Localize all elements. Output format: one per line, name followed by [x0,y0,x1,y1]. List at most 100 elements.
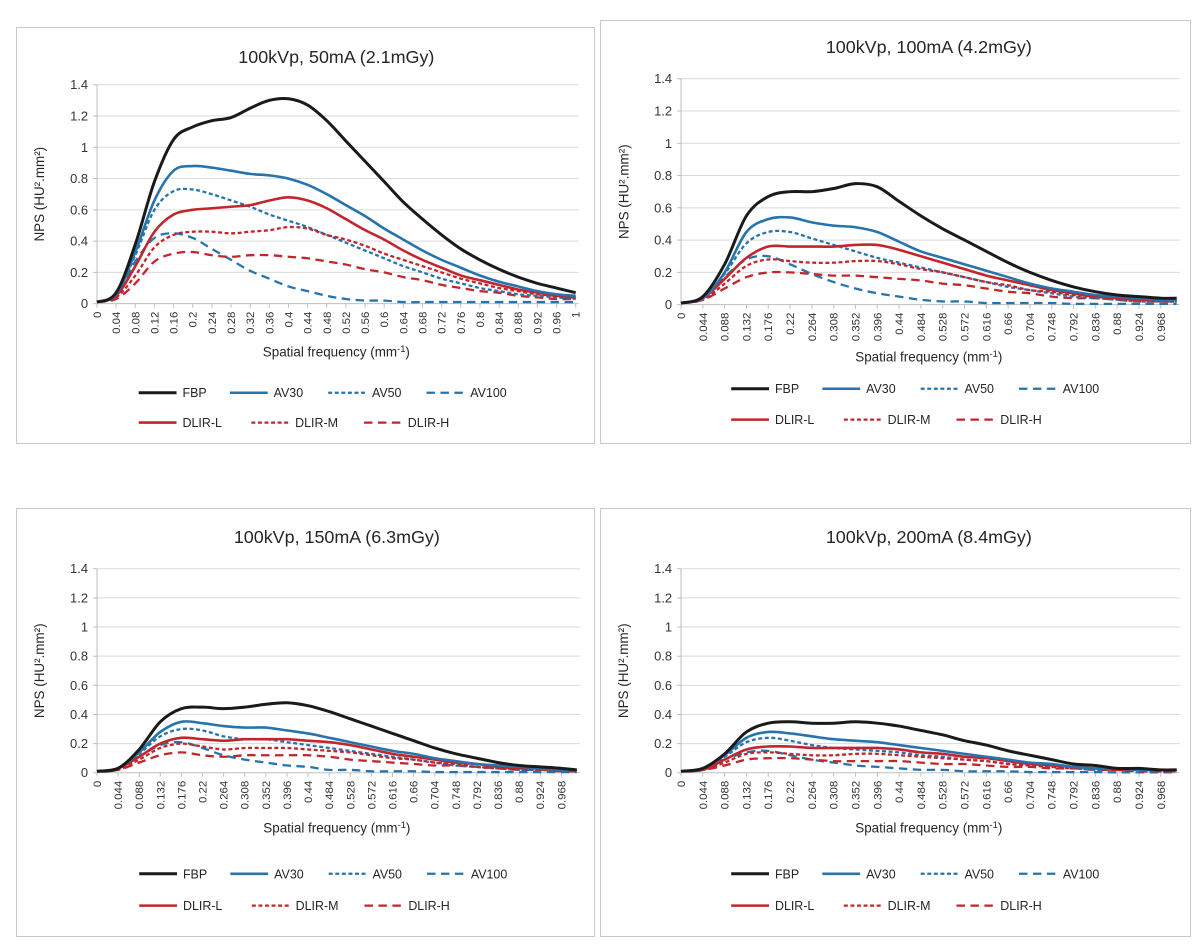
x-tick-label: 0.44 [894,780,906,803]
x-tick-label: 0.04 [111,311,123,334]
x-tick-label: 0.66 [409,781,421,803]
x-tick-label: 0.28 [226,312,238,334]
series-AV30 [96,720,577,773]
legend-label: FBP [183,867,207,881]
x-tick-label: 0.704 [1025,312,1037,341]
x-tick-label: 0 [676,781,688,787]
x-tick-label: 0.528 [938,781,950,810]
x-tick-label: 0.396 [872,313,884,342]
legend-label: AV50 [964,867,994,881]
legend-item-DLIR-H: DLIR-H [364,899,450,913]
legend-item-AV100: AV100 [1019,382,1099,396]
y-axis-title: NPS (HU².mm²) [32,623,47,718]
x-tick-label: 0.088 [720,313,732,342]
legend-label: DLIR-H [408,416,449,430]
x-axis-title: Spatial frequency (mm-1) [263,819,410,835]
legend-label: FBP [775,382,799,396]
legend-item-DLIR-M: DLIR-M [843,413,930,427]
legend-item-DLIR-M: DLIR-M [251,899,338,913]
y-tick-label: 1.4 [70,77,88,92]
legend-label: FBP [775,867,799,881]
x-tick-label: 0.08 [130,312,142,334]
legend-label: FBP [182,386,206,400]
x-tick-label: 0.308 [829,781,841,810]
legend-item-FBP: FBP [139,867,207,881]
x-tick-label: 0.088 [134,781,146,810]
legend-item-AV100: AV100 [1019,867,1099,881]
y-tick-label: 1 [665,136,672,151]
x-tick-label: 1 [571,312,583,318]
series-FBP [680,182,1177,305]
y-tick-label: 1.4 [654,561,672,576]
series-AV100 [680,254,1177,306]
chart-panel-3: 100kVp, 150mA (6.3mGy) 0 0.2 0.4 0.6 0.8 1 1.2 1… [16,508,595,937]
legend-label: DLIR-M [888,899,931,913]
legend-item-DLIR-L: DLIR-L [731,413,814,427]
x-tick-label: 0.132 [741,781,753,810]
legend-item-AV30: AV30 [229,386,304,400]
x-tick-label: 0.484 [916,312,928,341]
legend-label: DLIR-M [295,416,338,430]
x-tick-label: 0.924 [1134,780,1146,809]
legend-label: DLIR-H [1000,899,1041,913]
x-tick-label: 0.66 [1003,313,1015,335]
legend-label: AV30 [866,382,896,396]
legend-item-FBP: FBP [731,867,799,881]
x-tick-label: 0.836 [1090,781,1102,810]
y-tick-label: 0.8 [70,171,88,186]
x-tick-label: 0.176 [763,781,775,810]
x-tick-label: 0.792 [472,781,484,810]
y-axis-title: NPS (HU².mm²) [616,623,631,718]
series-DLIR-M [680,751,1177,773]
legend-item-FBP: FBP [138,386,207,400]
legend-item-DLIR-H: DLIR-H [956,413,1042,427]
y-tick-label: 0.4 [70,707,88,722]
x-tick-label: 0.264 [807,780,819,809]
x-tick-label: 0.176 [763,313,775,342]
legend-item-AV30: AV30 [822,867,896,881]
y-tick-label: 0.2 [70,736,88,751]
series-FBP [96,701,577,773]
x-tick-label: 0.572 [960,781,972,810]
legend-label: AV100 [1063,867,1100,881]
x-tick-label: 0.92 [532,312,544,334]
x-tick-label: 0.528 [345,781,357,810]
legend-label: AV50 [372,867,402,881]
x-tick-label: 0.48 [322,312,334,334]
series-DLIR-L [96,195,576,304]
x-tick-label: 0.2 [188,312,200,328]
y-tick-label: 0.8 [70,649,88,664]
x-tick-label: 0.44 [303,780,315,803]
series-AV50 [680,736,1177,773]
x-tick-label: 0.748 [1047,781,1059,810]
y-tick-label: 0.6 [654,200,672,215]
legend-label: AV30 [274,867,304,881]
x-tick-label: 0.924 [1134,312,1146,341]
y-tick-label: 1 [81,140,88,155]
x-tick-label: 0 [676,313,688,319]
chart-panel-2: 100kVp, 100mA (4.2mGy) 0 0.2 0.4 0.6 0.8 1 1.2 1… [600,20,1191,444]
legend-label: AV30 [274,386,304,400]
y-tick-label: 0.2 [654,265,672,280]
x-tick-label: 0.88 [1112,313,1124,335]
x-tick-label: 0.176 [176,781,188,810]
chart-svg-4: 100kVp, 200mA (8.4mGy) 0 0.2 0.4 0.6 0.8 1 1.2 1… [616,527,1180,913]
y-tick-label: 1.4 [654,71,672,86]
y-tick-label: 1 [665,619,672,634]
x-tick-label: 0.352 [261,781,273,810]
legend-item-DLIR-L: DLIR-L [731,899,814,913]
x-tick-label: 0.6 [379,312,391,328]
series-DLIR-M [96,742,577,773]
y-axis-title: NPS (HU².mm²) [616,144,631,239]
x-tick-label: 0.748 [451,781,463,810]
chart-panel-1: 100kVp, 50mA (2.1mGy) 0 0.2 0.4 0.6 0.8 1 1.2 1.… [16,27,595,444]
x-tick-label: 0.52 [341,312,353,334]
x-tick-label: 0.32 [245,312,257,334]
x-tick-label: 0.66 [1003,781,1015,803]
x-tick-label: 0.44 [894,312,906,335]
legend-item-AV50: AV50 [920,382,994,396]
series-AV30 [680,215,1177,305]
x-axis-title: Spatial frequency (mm-1) [263,343,410,359]
series-DLIR-M [680,258,1177,305]
legend-label: AV50 [964,382,994,396]
